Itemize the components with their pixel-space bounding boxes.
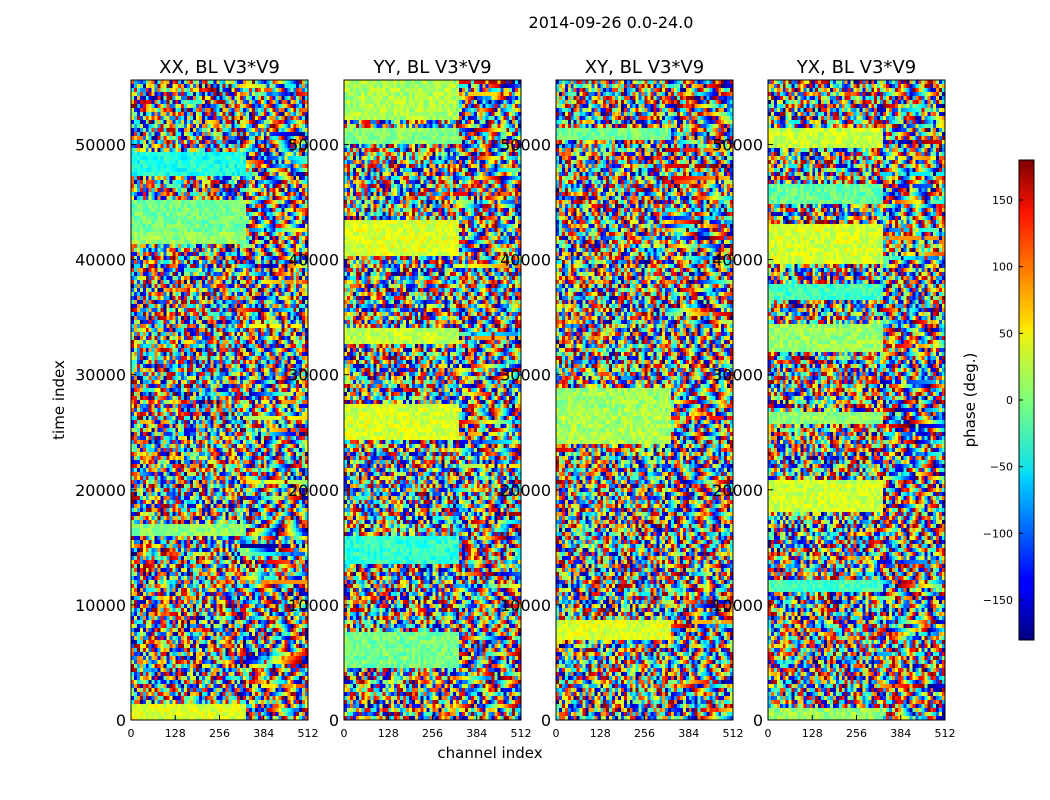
colorbar-tick-label: 150 xyxy=(992,194,1013,207)
figure-title: 2014-09-26 0.0-24.0 xyxy=(529,13,694,32)
y-tick-label: 40000 xyxy=(288,251,339,270)
panel-title: YX, BL V3*V9 xyxy=(796,57,916,78)
phase-heatmap-xy xyxy=(556,80,733,720)
x-tick-label: 384 xyxy=(466,727,487,740)
y-tick-label: 10000 xyxy=(500,596,551,615)
panel-title: XY, BL V3*V9 xyxy=(585,57,704,78)
y-tick-label: 0 xyxy=(329,711,339,730)
x-tick-label: 0 xyxy=(341,727,348,740)
y-axis-label: time index xyxy=(50,360,68,440)
colorbar-label: phase (deg.) xyxy=(961,353,979,448)
y-tick-label: 10000 xyxy=(712,596,763,615)
colorbar-tick-label: 100 xyxy=(992,261,1013,274)
x-tick-label: 256 xyxy=(422,727,443,740)
x-tick-label: 0 xyxy=(553,727,560,740)
x-tick-label: 384 xyxy=(890,727,911,740)
colorbar-tick-label: 0 xyxy=(1006,394,1013,407)
y-tick-label: 20000 xyxy=(288,481,339,500)
x-tick-label: 128 xyxy=(802,727,823,740)
x-tick-label: 128 xyxy=(590,727,611,740)
y-tick-label: 0 xyxy=(753,711,763,730)
y-tick-label: 0 xyxy=(541,711,551,730)
y-tick-label: 20000 xyxy=(712,481,763,500)
x-tick-label: 0 xyxy=(128,727,135,740)
panel-title: YY, BL V3*V9 xyxy=(372,57,491,78)
y-tick-label: 50000 xyxy=(712,135,763,154)
x-tick-label: 512 xyxy=(511,727,532,740)
y-tick-label: 30000 xyxy=(712,366,763,385)
y-tick-label: 30000 xyxy=(500,366,551,385)
x-tick-label: 512 xyxy=(298,727,319,740)
colorbar-tick-label: −100 xyxy=(983,527,1013,540)
colorbar-tick-label: −50 xyxy=(990,461,1013,474)
x-tick-label: 384 xyxy=(253,727,274,740)
y-tick-label: 0 xyxy=(116,711,126,730)
phase-heatmap-xx xyxy=(131,80,308,720)
panel-title: XX, BL V3*V9 xyxy=(159,57,280,78)
y-tick-label: 20000 xyxy=(500,481,551,500)
colorbar-tick-label: −150 xyxy=(983,594,1013,607)
phase-heatmap-yy xyxy=(344,80,521,720)
y-tick-label: 50000 xyxy=(288,135,339,154)
y-tick-label: 30000 xyxy=(288,366,339,385)
colorbar-tick-label: 50 xyxy=(999,327,1013,340)
y-tick-label: 10000 xyxy=(288,596,339,615)
y-tick-label: 50000 xyxy=(75,135,126,154)
x-tick-label: 256 xyxy=(846,727,867,740)
colorbar: 150 100 50 0 −50 −100 −150 phase (deg.) xyxy=(961,159,1035,641)
x-tick-label: 128 xyxy=(165,727,186,740)
y-tick-label: 40000 xyxy=(500,251,551,270)
x-tick-label: 0 xyxy=(765,727,772,740)
x-tick-label: 256 xyxy=(634,727,655,740)
y-tick-label: 50000 xyxy=(500,135,551,154)
x-tick-label: 384 xyxy=(678,727,699,740)
panel-xx: XX, BL V3*V9 0 128 256 384 512 0 10000 20000 3000… xyxy=(75,57,318,740)
y-tick-label: 40000 xyxy=(712,251,763,270)
x-tick-label: 128 xyxy=(378,727,399,740)
panel-yy: YY, BL V3*V9 0 128 256 384 512 0 10000 20000 3000… xyxy=(288,57,531,740)
y-tick-label: 30000 xyxy=(75,366,126,385)
x-tick-label: 512 xyxy=(723,727,744,740)
panel-yx: YX, BL V3*V9 0 128 256 384 512 0 10000 20000 3000… xyxy=(712,57,955,740)
panel-xy: XY, BL V3*V9 0 128 256 384 512 0 10000 20000 3000… xyxy=(500,57,743,740)
x-tick-label: 256 xyxy=(209,727,230,740)
y-tick-label: 40000 xyxy=(75,251,126,270)
y-tick-label: 10000 xyxy=(75,596,126,615)
phase-heatmap-yx xyxy=(768,80,945,720)
y-tick-label: 20000 xyxy=(75,481,126,500)
x-tick-label: 512 xyxy=(935,727,956,740)
x-axis-label: channel index xyxy=(437,744,542,762)
